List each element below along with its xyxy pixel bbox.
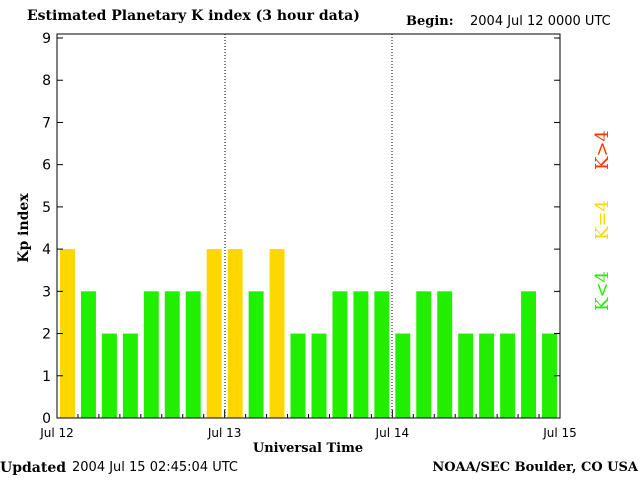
y-tick-label: 4 [42, 242, 51, 258]
kp-bar [290, 333, 306, 418]
kp-bar [143, 291, 159, 418]
kp-bar [395, 333, 411, 418]
kp-bar [521, 291, 537, 418]
begin-value: 2004 Jul 12 0000 UTC [470, 14, 611, 29]
y-tick-label: 7 [42, 115, 51, 131]
begin-label: Begin: [406, 14, 454, 29]
kp-bar [353, 291, 369, 418]
kp-bar [269, 249, 285, 418]
kp-bar [479, 333, 495, 418]
bar-marks [60, 249, 557, 418]
y-tick-label: 8 [42, 73, 51, 89]
chart-title: Estimated Planetary K index (3 hour data… [27, 8, 360, 24]
legend-equal: K=4 [592, 200, 613, 240]
updated-value: 2004 Jul 15 02:45:04 UTC [72, 460, 238, 475]
kp-bar [101, 333, 117, 418]
y-tick-label: 2 [42, 327, 51, 343]
kp-bar [374, 291, 390, 418]
kp-bar [542, 333, 557, 418]
kp-bar [458, 333, 474, 418]
y-tick-label: 9 [42, 31, 51, 47]
kp-bar [332, 291, 348, 418]
kp-bar [416, 291, 432, 418]
y-tick-label: 5 [42, 200, 51, 216]
kp-bar [80, 291, 96, 418]
x-axis: Jul 12 Jul 13 Jul 14 Jul 15 [39, 410, 577, 440]
day-separators [224, 34, 393, 418]
y-tick-label: 1 [42, 369, 51, 385]
kp-bar [122, 333, 138, 418]
y-tick-label: 6 [42, 158, 51, 174]
x-tick-label: Jul 13 [207, 426, 242, 440]
kp-bar [311, 333, 327, 418]
kp-bar [500, 333, 516, 418]
updated-label: Updated [0, 460, 67, 476]
legend-low: K<4 [592, 271, 613, 311]
y-tick-label: 0 [42, 411, 51, 427]
credit-text: NOAA/SEC Boulder, CO USA [432, 460, 638, 475]
kp-bar [227, 249, 243, 418]
legend-high: K>4 [592, 130, 613, 170]
y-axis: 0 1 2 3 4 5 6 7 8 9 [42, 31, 560, 427]
kp-bar [437, 291, 453, 418]
kp-bar [60, 249, 75, 418]
kp-bar [248, 291, 264, 418]
x-axis-label: Universal Time [253, 441, 363, 456]
kp-bar [164, 291, 180, 418]
x-tick-label: Jul 12 [39, 426, 74, 440]
y-tick-label: 3 [42, 284, 51, 300]
kp-bar [185, 291, 201, 418]
y-axis-label: Kp index [16, 193, 32, 263]
kp-bar [206, 249, 222, 418]
x-tick-label: Jul 15 [542, 426, 577, 440]
x-tick-label: Jul 14 [375, 426, 410, 440]
